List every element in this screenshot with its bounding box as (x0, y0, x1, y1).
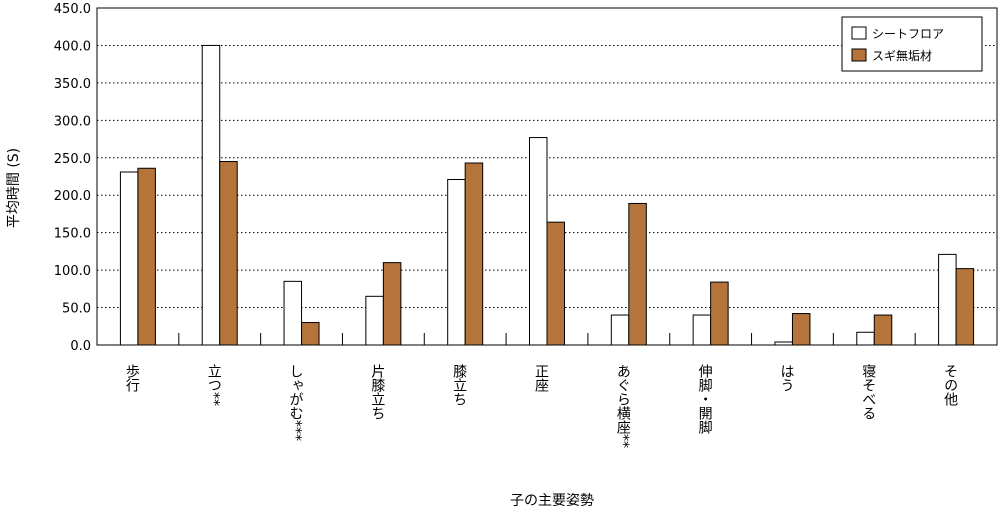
bar-series2 (219, 161, 238, 346)
x-category-label: あぐら横座** (615, 364, 631, 448)
bar-series1 (365, 295, 384, 346)
plot-frame (96, 7, 998, 346)
bar-series2 (873, 314, 893, 346)
bar-series2 (710, 281, 729, 346)
x-category-labels: 歩行 立つ** しゃがむ*** 片膝立ち 膝立ち 正座 あぐら横座** 伸脚・開脚 はう 寝そべる… (124, 363, 958, 448)
y-tick-label: 100.0 (54, 264, 91, 279)
legend-box (841, 16, 983, 72)
bar-series1 (856, 331, 875, 346)
legend-label: スギ無垢材 (872, 48, 932, 63)
x-category-label: 伸脚・開脚 (697, 364, 713, 435)
x-category-label: しゃがむ*** (288, 364, 304, 441)
y-tick-label: 150.0 (54, 227, 91, 242)
y-tick-label: 350.0 (54, 77, 91, 92)
bar-series2 (791, 313, 811, 346)
bar-series1 (201, 44, 221, 346)
bar-series1 (447, 178, 466, 346)
bars (119, 44, 975, 346)
x-category-label: 歩行 (124, 364, 140, 393)
legend-label: シートフロア (872, 27, 944, 41)
bar-series1 (283, 280, 303, 346)
y-tick-label: 400.0 (54, 39, 91, 54)
x-category-label: 立つ** (206, 364, 222, 406)
axes (96, 7, 998, 346)
bar-series2 (137, 167, 156, 346)
x-category-label: 片膝立ち (369, 364, 385, 420)
bar-series2 (301, 322, 320, 346)
bar-series2 (955, 268, 975, 346)
bar-series2 (628, 202, 647, 346)
x-category-label: 膝立ち (451, 364, 467, 406)
legend-swatch (851, 48, 867, 62)
y-tick-label: 450.0 (54, 2, 91, 17)
x-category-label: 寝そべる (860, 363, 876, 420)
y-tick-labels: 0.0 50.0 100.0 150.0 200.0 250.0 300.0 350.0 400… (54, 2, 91, 354)
legend-swatch (851, 26, 867, 40)
y-tick-label: 50.0 (62, 302, 91, 317)
y-tick-label: 250.0 (54, 152, 91, 167)
x-category-label: 正座 (533, 364, 549, 393)
bar-series1 (692, 314, 712, 346)
y-axis-title: 平均時間 (S) (6, 148, 22, 228)
bar-series2 (382, 262, 402, 346)
bar-series1 (119, 171, 139, 346)
y-tick-label: 0.0 (70, 339, 91, 354)
bar-series1 (938, 253, 957, 346)
y-tick-label: 300.0 (54, 114, 91, 129)
x-category-label: その他 (942, 364, 958, 407)
bar-series1 (610, 314, 630, 346)
y-tick-label: 200.0 (54, 189, 91, 204)
x-axis-title: 子の主要姿勢 (510, 493, 594, 509)
bar-series1 (529, 137, 548, 346)
bar-series2 (546, 221, 565, 346)
x-category-label: はう (778, 364, 794, 392)
bar-series2 (464, 162, 484, 346)
